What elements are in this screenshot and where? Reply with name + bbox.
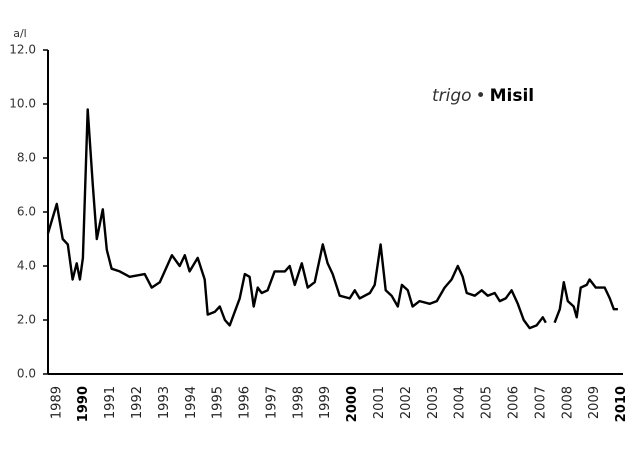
x-tick-label: 1992 [130, 386, 145, 419]
x-tick-label: 2004 [453, 386, 468, 419]
y-tick-label: 10.0 [9, 97, 36, 111]
chart-title: trigo • Misil [432, 86, 534, 106]
x-tick-label: 1999 [318, 386, 333, 419]
x-tick-label: 2005 [480, 386, 495, 419]
x-tick-label: 2006 [507, 386, 522, 419]
x-tick-label: 1991 [103, 386, 118, 419]
x-tick-label: 1990 [76, 386, 91, 422]
title-separator: • [476, 86, 486, 106]
x-tick-label: 1998 [291, 386, 306, 419]
y-tick-label: 2.0 [17, 313, 36, 327]
x-tick-label: 2000 [345, 386, 360, 422]
y-tick-label: 6.0 [17, 205, 36, 219]
x-tick-label: 2002 [399, 386, 414, 419]
y-tick-label: 0.0 [17, 367, 36, 381]
x-tick-label: 2007 [533, 386, 548, 419]
x-tick-label: 2003 [426, 386, 441, 419]
y-tick-label: 8.0 [17, 151, 36, 165]
title-market: Misil [490, 86, 535, 106]
x-tick-label: 2009 [587, 386, 602, 419]
title-crop: trigo [432, 86, 472, 106]
x-tick-label: 2001 [372, 386, 387, 419]
y-tick-label: 4.0 [17, 259, 36, 273]
x-tick-label: 1997 [264, 386, 279, 419]
x-tick-label: 2008 [560, 386, 575, 419]
x-tick-label: 1993 [157, 386, 172, 419]
x-tick-label: 1994 [184, 386, 199, 419]
y-axis-label: a/l [13, 27, 27, 40]
x-tick-label: 1989 [49, 386, 64, 419]
data-line [46, 108, 618, 330]
y-tick-label: 12.0 [9, 43, 36, 57]
x-tick-label: 1995 [211, 386, 226, 419]
x-tick-label: 2010 [614, 386, 629, 422]
x-tick-label: 1996 [238, 386, 253, 419]
